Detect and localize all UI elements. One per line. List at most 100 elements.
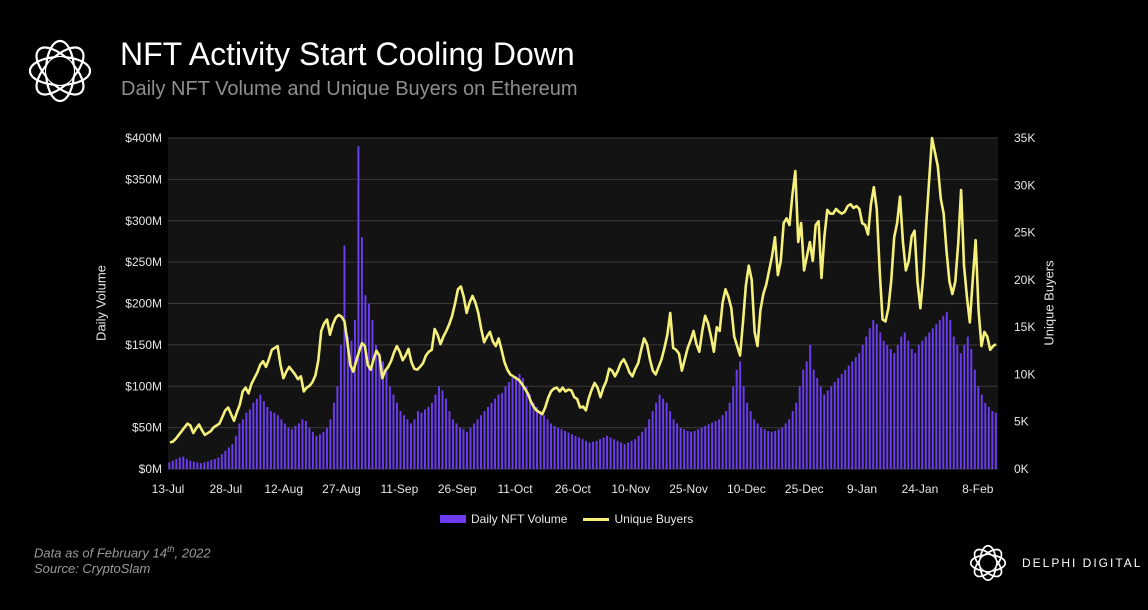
volume-bar bbox=[910, 349, 913, 469]
volume-bar bbox=[346, 336, 349, 469]
source-note: Source: CryptoSlam bbox=[34, 561, 151, 576]
volume-bar bbox=[276, 415, 279, 469]
volume-bar bbox=[984, 402, 987, 469]
volume-bar bbox=[483, 411, 486, 469]
volume-bar bbox=[690, 431, 693, 469]
volume-bar bbox=[574, 435, 577, 469]
volume-bar bbox=[399, 411, 402, 469]
combo-chart: $0M $50M $100M $150M $200M $250M $300M $350M $40… bbox=[125, 131, 1035, 496]
volume-bar bbox=[714, 421, 717, 469]
volume-bar bbox=[588, 442, 591, 469]
y2-tick-label: 35K bbox=[1014, 131, 1035, 145]
volume-bar bbox=[875, 324, 878, 469]
volume-bar bbox=[669, 411, 672, 469]
volume-bar bbox=[189, 460, 192, 469]
volume-bar bbox=[255, 398, 258, 469]
volume-bar bbox=[637, 435, 640, 469]
x-tick-label: 26-Sep bbox=[438, 482, 477, 496]
volume-bar bbox=[980, 394, 983, 469]
y-tick-label: $0M bbox=[139, 462, 162, 476]
buyers-line bbox=[169, 136, 997, 444]
volume-bar bbox=[501, 392, 503, 469]
legend-label-buyers: Unique Buyers bbox=[614, 512, 694, 526]
volume-bar bbox=[381, 361, 384, 469]
legend-item-buyers: Unique Buyers bbox=[583, 512, 693, 526]
volume-bar bbox=[203, 462, 206, 469]
volume-bar bbox=[304, 421, 307, 469]
volume-bar bbox=[602, 437, 605, 469]
flower-logo-icon bbox=[28, 39, 92, 103]
volume-bar bbox=[315, 435, 318, 469]
y-axis-title-left: Daily Volume bbox=[93, 265, 109, 341]
volume-bar bbox=[585, 440, 588, 469]
volume-bar bbox=[322, 431, 325, 469]
volume-bar bbox=[557, 427, 560, 470]
volume-bar bbox=[357, 146, 360, 469]
volume-bar bbox=[648, 419, 651, 469]
legend-label-volume: Daily NFT Volume bbox=[471, 512, 568, 526]
volume-bar bbox=[473, 423, 475, 469]
volume-bar bbox=[280, 419, 283, 469]
volume-bar bbox=[171, 460, 174, 469]
volume-bar bbox=[210, 459, 213, 469]
volume-bar bbox=[360, 237, 363, 469]
volume-bar bbox=[889, 349, 892, 469]
volume-bar bbox=[728, 402, 731, 469]
volume-bar bbox=[711, 422, 714, 469]
volume-bar bbox=[697, 429, 700, 469]
page-subtitle: Daily NFT Volume and Unique Buyers on Et… bbox=[121, 78, 578, 100]
volume-bar bbox=[788, 419, 791, 469]
volume-bar bbox=[445, 398, 447, 469]
volume-bar bbox=[560, 429, 563, 469]
y2-tick-label: 15K bbox=[1014, 320, 1035, 334]
x-tick-label: 9-Jan bbox=[847, 482, 877, 496]
volume-bar bbox=[578, 437, 581, 469]
brand-name: DELPHI DIGITAL bbox=[1022, 556, 1143, 570]
volume-bar bbox=[952, 336, 955, 469]
volume-bar bbox=[410, 423, 412, 469]
volume-bar bbox=[395, 402, 398, 469]
volume-bar bbox=[259, 394, 262, 469]
volume-bar bbox=[784, 423, 787, 469]
y-axis-title-right: Unique Buyers bbox=[1041, 260, 1057, 346]
volume-bar bbox=[374, 344, 377, 470]
volume-bar bbox=[917, 344, 920, 470]
volume-bar bbox=[487, 406, 489, 469]
volume-bar bbox=[192, 461, 195, 469]
volume-bar bbox=[325, 427, 328, 470]
volume-bar bbox=[420, 412, 423, 469]
volume-bars bbox=[168, 146, 997, 470]
volume-bar bbox=[781, 427, 784, 470]
volume-bar bbox=[749, 411, 752, 469]
volume-bar bbox=[595, 440, 598, 469]
volume-bar bbox=[816, 377, 819, 469]
volume-bar bbox=[760, 427, 763, 470]
volume-bar bbox=[613, 439, 616, 469]
volume-bar bbox=[826, 390, 829, 469]
volume-bar bbox=[686, 430, 689, 469]
volume-bar bbox=[851, 361, 854, 469]
y-tick-label: $50M bbox=[132, 421, 162, 435]
volume-bar bbox=[539, 411, 542, 469]
y2-tick-label: 10K bbox=[1014, 367, 1035, 381]
volume-bar bbox=[427, 406, 430, 469]
x-tick-label: 27-Aug bbox=[322, 482, 361, 496]
volume-bar bbox=[823, 394, 826, 469]
volume-bar bbox=[641, 431, 644, 469]
volume-bar bbox=[830, 386, 833, 469]
volume-bar bbox=[693, 430, 696, 469]
volume-bar bbox=[266, 406, 269, 469]
volume-bar bbox=[683, 429, 686, 469]
volume-bar bbox=[606, 435, 609, 469]
volume-bar bbox=[991, 411, 994, 469]
volume-bar bbox=[592, 441, 595, 469]
volume-bar bbox=[294, 425, 297, 469]
volume-bar bbox=[402, 415, 405, 469]
y2-tick-label: 30K bbox=[1014, 178, 1035, 192]
volume-bar bbox=[812, 369, 815, 469]
volume-bar bbox=[287, 427, 290, 470]
volume-bar bbox=[543, 415, 546, 469]
volume-bar bbox=[441, 390, 444, 469]
volume-bar bbox=[774, 430, 777, 469]
